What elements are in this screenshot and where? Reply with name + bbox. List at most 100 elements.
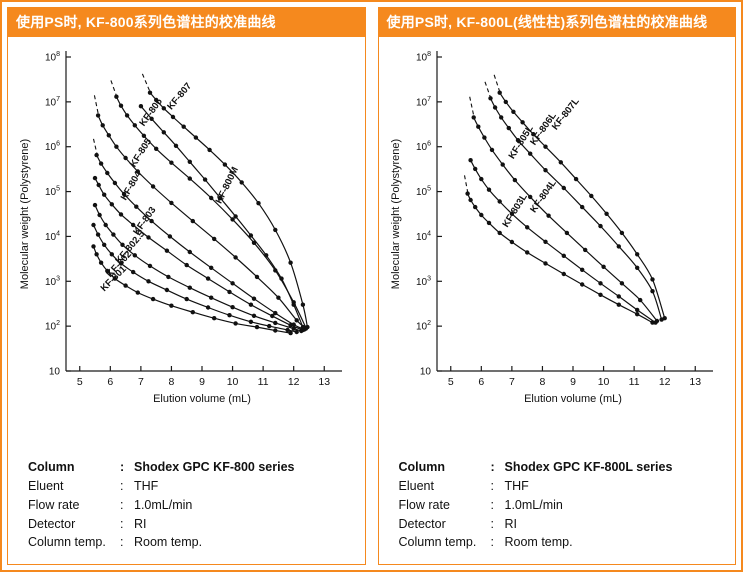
data-point (96, 182, 102, 187)
data-point (146, 234, 151, 240)
data-point (209, 295, 214, 300)
condition-label: Eluent (28, 479, 64, 493)
data-point (120, 242, 125, 247)
dashed-extension (142, 73, 152, 94)
condition-row: Detector : RI (28, 515, 355, 534)
data-point (148, 90, 153, 95)
data-point (270, 313, 275, 318)
x-axis-title: Elution volume (mL) (153, 393, 251, 405)
data-point (230, 216, 236, 222)
data-point (601, 264, 606, 269)
y-tick-label: 10 (420, 366, 432, 377)
data-point (637, 297, 643, 303)
y-tick-label: 10 (49, 366, 61, 377)
data-point (520, 119, 525, 125)
data-point (149, 218, 155, 224)
x-axis-title: Elution volume (mL) (524, 393, 622, 405)
data-point (233, 213, 239, 219)
data-point (119, 103, 124, 108)
data-point (478, 212, 484, 217)
y-tick-label: 107 (45, 96, 60, 109)
data-point (616, 243, 621, 249)
data-point (524, 224, 530, 230)
curve-KF-803L (466, 193, 653, 323)
data-point (239, 179, 245, 185)
data-point (141, 133, 147, 138)
data-point (300, 302, 306, 307)
data-point (497, 90, 502, 95)
data-point (154, 146, 159, 151)
data-point (164, 248, 170, 253)
condition-value: Room temp. (504, 535, 573, 550)
data-point (486, 220, 491, 225)
condition-value: 1.0mL/min (504, 497, 563, 512)
x-tick-label: 8 (539, 376, 545, 388)
data-point (291, 322, 297, 327)
data-point (222, 162, 228, 167)
data-point (96, 112, 101, 118)
data-point (134, 204, 139, 209)
data-point (105, 268, 110, 273)
curve-KF-800M (140, 105, 304, 328)
data-point (255, 274, 260, 279)
data-point (167, 233, 173, 239)
condition-label: Column temp. (398, 535, 477, 550)
data-point (112, 180, 118, 185)
data-point (468, 157, 473, 163)
data-point (619, 280, 624, 286)
data-point (588, 193, 594, 198)
condition-value: Shodex GPC KF-800 series (134, 460, 295, 475)
panel-kf800: 使用PS时, KF-800系列色谱柱的校准曲线 10 102 103 104 105 10… (7, 7, 366, 565)
data-point (527, 151, 533, 156)
condition-colon: : (490, 516, 494, 531)
data-point (212, 315, 217, 321)
x-tick-label: 12 (288, 376, 300, 388)
calibration-chart-kf800: 10 102 103 104 105 106 107 108 5 6 7 8 9 10 11 12 13 Elut… (19, 50, 343, 405)
x-tick-label: 8 (169, 376, 175, 388)
dashed-extension (493, 74, 501, 94)
y-tick-label: 106 (416, 141, 431, 154)
data-point (135, 169, 141, 174)
data-point (598, 280, 603, 286)
data-point (634, 307, 640, 312)
data-point (169, 303, 174, 308)
conditions-table: Column : Shodex GPC KF-800 series Eluent… (8, 452, 365, 564)
data-point (650, 276, 655, 282)
data-point (227, 312, 232, 318)
y-tick-label: 102 (45, 320, 60, 333)
condition-label: Detector (28, 516, 76, 531)
condition-label: Flow rate (28, 497, 80, 512)
data-point (267, 323, 272, 329)
chart-area: 10 102 103 104 105 106 107 108 5 6 7 8 9 10 11 12 13 Elut… (8, 37, 365, 416)
data-point (492, 105, 498, 110)
data-point (561, 253, 566, 258)
data-point (294, 317, 300, 323)
data-point (654, 318, 659, 323)
data-point (472, 166, 478, 171)
data-point (546, 213, 551, 218)
data-point (616, 302, 621, 307)
data-point (619, 230, 624, 235)
y-tick-label: 107 (416, 96, 431, 109)
data-point (181, 124, 187, 129)
data-point (123, 155, 129, 160)
y-tick-label: 104 (45, 230, 60, 243)
data-point (161, 129, 167, 135)
data-point (524, 249, 530, 255)
data-point (187, 285, 193, 290)
data-point (109, 201, 115, 207)
data-point (634, 311, 640, 317)
x-tick-label: 6 (108, 376, 114, 388)
series-label-KF-803L: KF-803L (500, 192, 529, 230)
data-point (146, 278, 151, 284)
data-point (527, 194, 533, 199)
condition-colon: : (120, 479, 124, 493)
data-point (650, 288, 655, 294)
data-point (206, 276, 211, 281)
condition-label: Eluent (398, 479, 434, 493)
data-point (190, 309, 196, 315)
condition-colon: : (120, 535, 124, 550)
data-point (125, 112, 130, 118)
data-point (273, 310, 278, 316)
condition-row: Eluent : THF (399, 477, 726, 496)
